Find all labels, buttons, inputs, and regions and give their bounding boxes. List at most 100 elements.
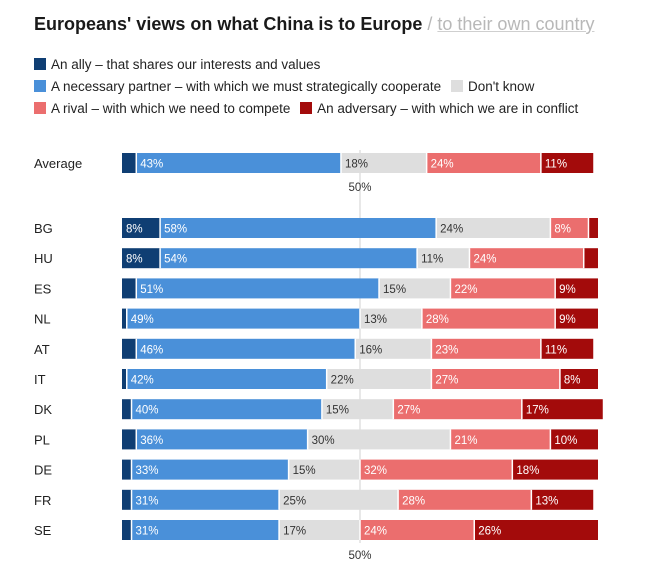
bar-es-dont_know bbox=[379, 278, 451, 299]
legend-swatch-rival bbox=[34, 102, 46, 114]
category-label-hu: HU bbox=[34, 251, 53, 266]
data-label-at-adversary: 11% bbox=[545, 344, 567, 356]
data-label-bg-dont_know: 24% bbox=[440, 224, 463, 236]
data-label-es-dont_know: 15% bbox=[383, 284, 406, 296]
data-label-it-partner: 42% bbox=[131, 375, 154, 387]
category-label-de: DE bbox=[34, 463, 52, 478]
category-label-dk: DK bbox=[34, 402, 52, 417]
bar-es-partner bbox=[136, 278, 380, 299]
bar-de-ally bbox=[122, 459, 132, 480]
legend-label-ally: An ally – that shares our interests and … bbox=[51, 57, 321, 72]
category-label-es: ES bbox=[34, 281, 52, 296]
bar-dk-partner bbox=[131, 399, 322, 420]
legend-item-dont-know: Don't know bbox=[450, 79, 535, 94]
data-label-se-rival: 24% bbox=[364, 526, 387, 538]
bar-hu-ally bbox=[122, 248, 161, 269]
data-label-it-adversary: 8% bbox=[564, 375, 581, 387]
legend-swatch-partner bbox=[34, 80, 46, 92]
data-label-pl-rival: 21% bbox=[454, 435, 477, 447]
data-label-nl-partner: 49% bbox=[131, 314, 154, 326]
bar-se-dont_know bbox=[279, 520, 360, 540]
bar-at-ally bbox=[122, 338, 137, 359]
data-label-de-dont_know: 15% bbox=[293, 465, 316, 477]
bar-fr-adversary bbox=[531, 489, 594, 510]
legend-swatch-dont-know bbox=[450, 80, 463, 92]
bar-bg-ally bbox=[122, 218, 161, 238]
bar-bg-dont_know bbox=[436, 218, 551, 238]
category-label-bg: BG bbox=[34, 221, 53, 236]
data-label-average-rival: 24% bbox=[431, 159, 454, 171]
data-label-dk-partner: 40% bbox=[136, 405, 159, 417]
bar-pl-adversary bbox=[550, 429, 598, 450]
legend-label-adversary: An adversary – with which we are in conf… bbox=[317, 101, 579, 116]
bar-nl-partner bbox=[126, 308, 360, 329]
bar-hu-rival bbox=[469, 248, 584, 269]
legend-item-partner: A necessary partner – with which we must… bbox=[34, 79, 441, 94]
data-label-de-rival: 32% bbox=[364, 465, 387, 477]
legend-item-ally: An ally – that shares our interests and … bbox=[34, 57, 320, 72]
bar-se-adversary bbox=[474, 520, 598, 540]
bar-bg-adversary bbox=[588, 218, 598, 238]
data-label-se-partner: 31% bbox=[136, 526, 159, 538]
bar-se-ally bbox=[122, 520, 132, 540]
legend-label-dont-know: Don't know bbox=[467, 79, 535, 94]
category-label-at: AT bbox=[34, 342, 50, 357]
bar-average-partner bbox=[136, 153, 341, 173]
bar-nl-dont_know bbox=[360, 308, 422, 329]
data-label-average-partner: 43% bbox=[140, 159, 163, 171]
data-label-de-adversary: 18% bbox=[516, 465, 539, 477]
bar-se-rival bbox=[360, 520, 475, 540]
data-label-es-adversary: 9% bbox=[559, 284, 576, 296]
data-label-bg-rival: 8% bbox=[554, 224, 571, 236]
bar-fr-dont_know bbox=[279, 489, 399, 510]
bar-hu-partner bbox=[160, 248, 418, 269]
bar-at-rival bbox=[431, 338, 541, 359]
data-label-nl-dont_know: 13% bbox=[364, 314, 387, 326]
bar-at-dont_know bbox=[355, 338, 432, 359]
bar-nl-rival bbox=[421, 308, 556, 329]
category-label-it: IT bbox=[34, 372, 46, 387]
legend-item-rival: A rival – with which we need to compete bbox=[34, 101, 290, 116]
data-label-hu-dont_know: 11% bbox=[421, 254, 443, 266]
data-label-dk-dont_know: 15% bbox=[326, 405, 349, 417]
data-label-hu-rival: 24% bbox=[473, 254, 496, 266]
legend-label-partner: A necessary partner – with which we must… bbox=[51, 79, 442, 94]
bar-dk-adversary bbox=[521, 399, 603, 420]
data-label-hu-ally: 8% bbox=[126, 254, 143, 266]
data-label-de-partner: 33% bbox=[136, 465, 159, 477]
bar-it-rival bbox=[431, 369, 560, 389]
bar-de-partner bbox=[131, 459, 289, 480]
bar-hu-adversary bbox=[583, 248, 598, 269]
bar-it-ally bbox=[122, 369, 127, 389]
data-label-nl-adversary: 9% bbox=[559, 314, 576, 326]
data-label-bg-ally: 8% bbox=[126, 224, 143, 236]
data-label-dk-adversary: 17% bbox=[526, 405, 549, 417]
reference-label-top: 50% bbox=[348, 182, 371, 194]
data-label-it-dont_know: 22% bbox=[331, 375, 354, 387]
title-secondary-text: to their own country bbox=[437, 14, 595, 34]
data-label-it-rival: 27% bbox=[435, 375, 458, 387]
title-main: Europeans' views on what China is to Eur… bbox=[34, 14, 423, 34]
data-label-se-adversary: 26% bbox=[478, 526, 501, 538]
bar-dk-dont_know bbox=[321, 399, 394, 420]
bar-pl-rival bbox=[450, 429, 551, 450]
bar-es-adversary bbox=[555, 278, 598, 299]
category-label-pl: PL bbox=[34, 432, 50, 447]
legend-swatch-adversary bbox=[300, 102, 313, 114]
data-label-bg-partner: 58% bbox=[164, 224, 187, 236]
bar-at-adversary bbox=[540, 338, 594, 359]
bar-at-partner bbox=[136, 338, 356, 359]
bar-es-rival bbox=[450, 278, 556, 299]
bar-pl-partner bbox=[136, 429, 308, 450]
data-label-dk-rival: 27% bbox=[397, 405, 420, 417]
bar-dk-ally bbox=[122, 399, 132, 420]
data-label-fr-adversary: 13% bbox=[535, 495, 558, 507]
reference-label-bottom: 50% bbox=[348, 550, 371, 562]
title-separator: / bbox=[427, 14, 433, 34]
bar-hu-dont_know bbox=[417, 248, 470, 269]
bar-fr-ally bbox=[122, 489, 132, 510]
bar-dk-rival bbox=[393, 399, 522, 420]
data-label-fr-rival: 28% bbox=[402, 495, 425, 507]
bar-it-adversary bbox=[559, 369, 598, 389]
